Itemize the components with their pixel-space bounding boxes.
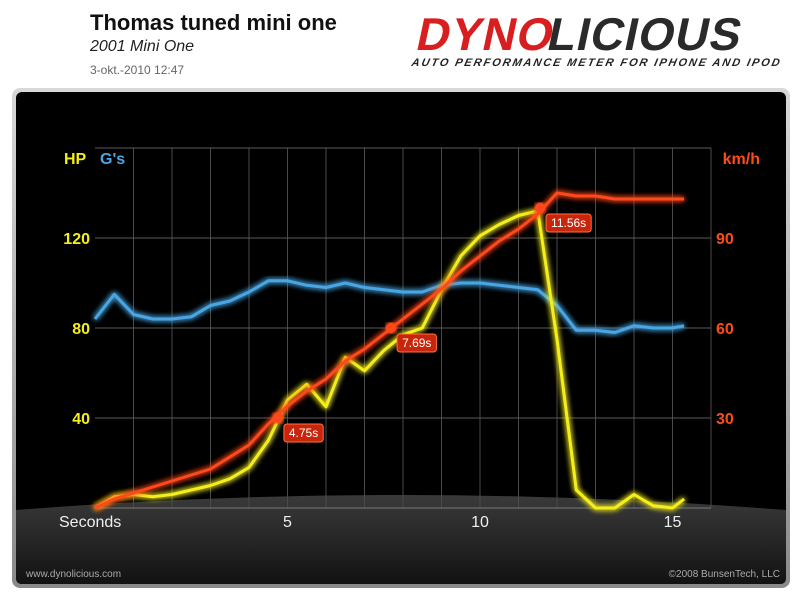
x-axis-label: Seconds [59,514,121,531]
y2-tick-label: 90 [716,231,734,248]
y2-tick-label: 60 [716,321,734,338]
x-tick-label: 5 [283,514,292,531]
logo-red: DYNO [412,8,560,59]
annotation-point [535,203,546,213]
subtitle: 2001 Mini One [89,38,194,55]
series-label: km/h [723,151,760,168]
annotation: 11.56s [545,213,592,233]
tagline: AUTO PERFORMANCE METER FOR IPHONE AND IP… [409,57,781,69]
annotation-label: 4.75s [289,426,318,440]
logo-dark: LICIOUS [543,8,747,59]
footer-left: www.dynolicious.com [25,569,121,580]
annotation: 4.75s [283,423,324,443]
annotation-label: 11.56s [551,216,586,230]
title: Thomas tuned mini one [90,10,337,35]
series-line [93,279,685,334]
annotation-point [386,323,397,333]
y-tick-label: 120 [63,231,90,248]
series-label: HP [64,151,87,168]
annotation: 7.69s [396,333,437,353]
y2-tick-label: 30 [716,411,734,428]
annotation-box [283,423,324,443]
x-tick-label: 10 [471,514,489,531]
annotation-box [545,213,592,233]
annotation-label: 7.69s [402,336,431,350]
x-tick-label: 15 [664,514,682,531]
series-line [94,209,686,510]
series-label: G's [100,151,125,168]
floor [16,495,786,584]
footer-right: ©2008 BunsenTech, LLC [669,569,780,580]
annotation-point [272,413,283,423]
y-tick-label: 80 [72,321,90,338]
annotation-box [396,333,437,353]
date: 3-okt.-2010 12:47 [90,63,184,77]
y-tick-label: 40 [72,411,90,428]
plot: 40 80 120 30 60 90 5 10 15 Seconds HP G's km/h 4.75s 7… [59,147,760,531]
logo: DYNO LICIOUS AUTO PERFORMANCE METER FOR … [409,8,781,69]
